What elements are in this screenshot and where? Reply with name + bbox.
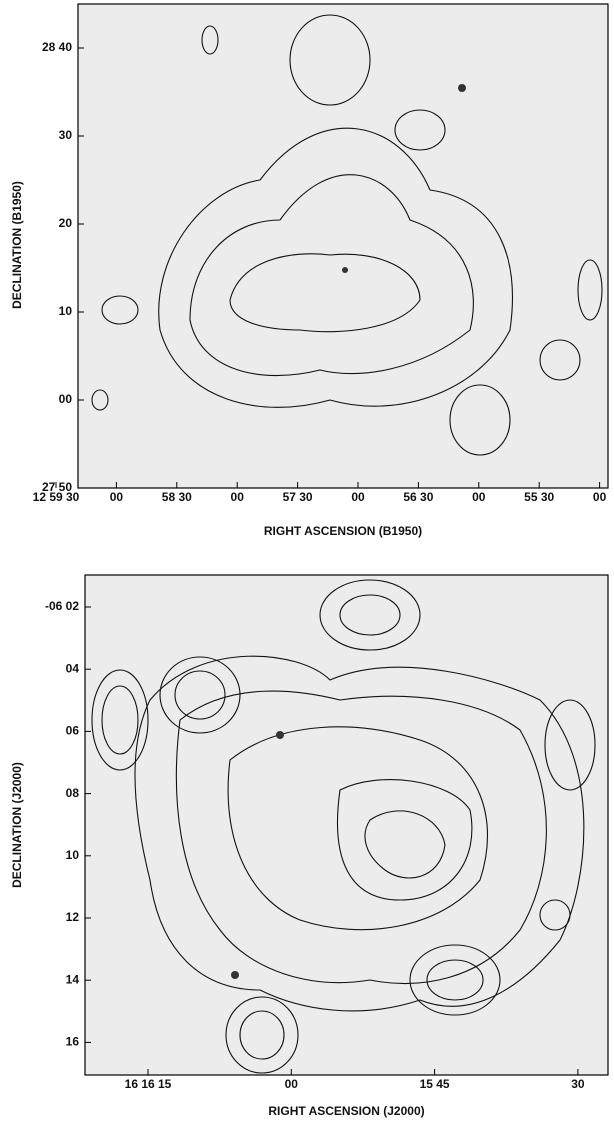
- star: [231, 971, 239, 979]
- x-tick-label: 00: [285, 1077, 299, 1091]
- y-tick-label: 14: [66, 972, 80, 986]
- y-axis-label: DECLINATION (B1950): [10, 181, 24, 309]
- figure: 28 403020100027 5012 59 300058 300057 30…: [0, 0, 614, 1125]
- y-tick-label: 30: [59, 128, 73, 142]
- x-tick-label: 15 45: [420, 1077, 450, 1091]
- x-tick-label: 30: [571, 1077, 585, 1091]
- x-tick-label: 00: [231, 490, 245, 504]
- x-tick-label: 57 30: [283, 490, 313, 504]
- y-tick-label: 12: [66, 910, 80, 924]
- y-tick-label: 10: [66, 848, 80, 862]
- x-tick-label: 56 30: [403, 490, 433, 504]
- x-tick-label: 00: [351, 490, 365, 504]
- x-tick-label: 55 30: [524, 490, 554, 504]
- panel-image: [85, 575, 608, 1075]
- x-tick-label: 00: [593, 490, 607, 504]
- y-tick-label: 16: [66, 1035, 80, 1049]
- x-tick-label: 00: [472, 490, 486, 504]
- x-tick-label: 16 16 15: [125, 1077, 172, 1091]
- x-tick-label: 58 30: [162, 490, 192, 504]
- x-axis-label: RIGHT ASCENSION (J2000): [268, 1104, 424, 1118]
- star: [276, 731, 284, 739]
- star: [342, 267, 348, 273]
- x-tick-label: 00: [110, 490, 124, 504]
- y-tick-label: 10: [59, 304, 73, 318]
- y-tick-label: 28 40: [42, 40, 72, 54]
- panel-image: [78, 4, 608, 488]
- y-tick-label: 20: [59, 216, 73, 230]
- y-tick-label: 04: [66, 661, 80, 675]
- y-tick-label: 06: [66, 724, 80, 738]
- y-tick-label: 00: [59, 392, 73, 406]
- star: [458, 84, 466, 92]
- y-axis-label: DECLINATION (J2000): [10, 762, 24, 888]
- y-tick-label: -06 02: [45, 599, 79, 613]
- x-tick-label: 12 59 30: [33, 490, 80, 504]
- y-tick-label: 08: [66, 786, 80, 800]
- x-axis-label: RIGHT ASCENSION (B1950): [264, 524, 422, 538]
